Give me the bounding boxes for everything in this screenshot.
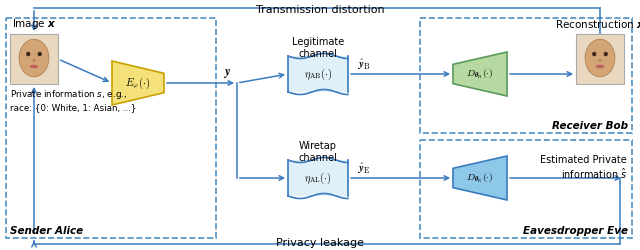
Polygon shape [453, 52, 507, 96]
Bar [420, 140, 632, 238]
Text: Estimated Private
information $\hat{s}$: Estimated Private information $\hat{s}$ [540, 155, 627, 181]
Ellipse shape [585, 39, 615, 77]
Text: Receiver Bob: Receiver Bob [552, 121, 628, 131]
Ellipse shape [19, 39, 49, 77]
Ellipse shape [598, 59, 602, 62]
Text: Private information $s$, e.g.,
race: {0: White, 1: Asian, ...}: Private information $s$, e.g., race: {0:… [10, 88, 136, 112]
Text: $\eta_{\mathrm{AB}}(\cdot)$: $\eta_{\mathrm{AB}}(\cdot)$ [304, 66, 332, 82]
Bar [420, 18, 632, 133]
Polygon shape [112, 61, 164, 105]
Ellipse shape [38, 52, 42, 56]
Text: Sender Alice: Sender Alice [10, 226, 83, 236]
Text: $\eta_{\mathrm{AL}}(\cdot)$: $\eta_{\mathrm{AL}}(\cdot)$ [304, 170, 332, 186]
Text: $D_{\boldsymbol{\theta}_\mathrm{E}}(\cdot)$: $D_{\boldsymbol{\theta}_\mathrm{E}}(\cdo… [467, 171, 493, 185]
Text: $\hat{\boldsymbol{y}}_\mathrm{E}$: $\hat{\boldsymbol{y}}_\mathrm{E}$ [357, 162, 371, 176]
Text: $E_{\boldsymbol{\varphi}}(\cdot)$: $E_{\boldsymbol{\varphi}}(\cdot)$ [125, 75, 150, 91]
Text: $\boldsymbol{y}$: $\boldsymbol{y}$ [223, 68, 231, 80]
Ellipse shape [26, 52, 31, 56]
Text: $\hat{\boldsymbol{y}}_\mathrm{B}$: $\hat{\boldsymbol{y}}_\mathrm{B}$ [357, 58, 371, 72]
Text: Reconstruction $\hat{\boldsymbol{x}}$: Reconstruction $\hat{\boldsymbol{x}}$ [555, 17, 640, 31]
Text: Privacy leakage: Privacy leakage [276, 238, 364, 248]
Text: Eavesdropper Eve: Eavesdropper Eve [523, 226, 628, 236]
Ellipse shape [29, 65, 38, 68]
Ellipse shape [604, 52, 608, 56]
Text: $D_{\boldsymbol{\theta}_\mathrm{B}}(\cdot)$: $D_{\boldsymbol{\theta}_\mathrm{B}}(\cdo… [466, 67, 494, 81]
Ellipse shape [592, 52, 596, 56]
Bar [288, 160, 348, 196]
Ellipse shape [596, 65, 604, 68]
Bar [288, 56, 348, 92]
Bar [10, 34, 58, 84]
Ellipse shape [33, 59, 35, 62]
Bar [6, 18, 216, 238]
Text: Image $\boldsymbol{x}$: Image $\boldsymbol{x}$ [12, 17, 56, 31]
Text: Wiretap
channel: Wiretap channel [299, 141, 337, 163]
Polygon shape [453, 156, 507, 200]
Bar [576, 34, 624, 84]
Text: Transmission distortion: Transmission distortion [256, 5, 384, 15]
Text: Legitimate
channel: Legitimate channel [292, 37, 344, 59]
